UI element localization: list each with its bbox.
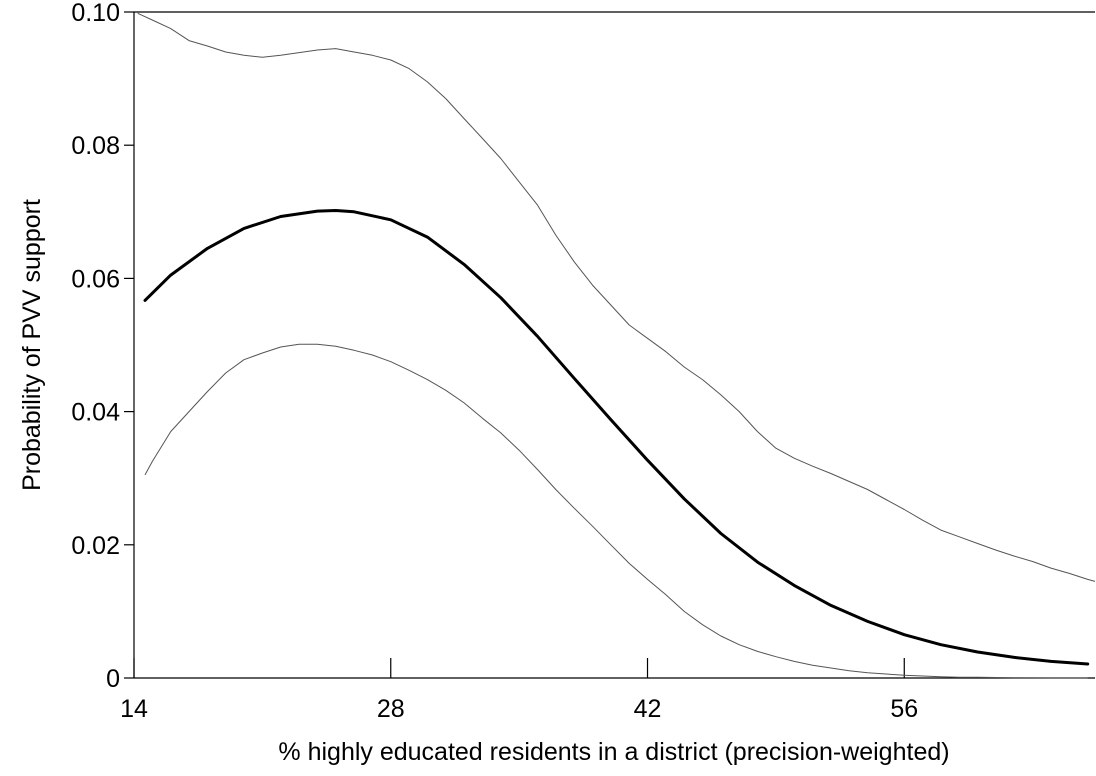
ci-upper-line [137,12,1096,582]
ci-lower-line [144,343,1088,679]
y-tick-label: 0.04 [71,399,120,427]
y-tick-label: 0.02 [71,532,120,560]
x-tick-label: 42 [634,695,662,723]
y-axis-ticks: 0 0.02 0.04 0.06 0.08 0.10 [71,0,134,693]
x-tick-label: 56 [890,695,918,723]
x-tick-label: 14 [120,695,148,723]
y-axis-title: Probability of PVV support [18,199,46,491]
y-tick-label: 0.06 [71,265,120,293]
y-tick-label: 0.08 [71,132,120,160]
y-tick-label: 0 [106,665,120,693]
x-axis-ticks: 14 28 42 56 [120,658,918,723]
x-tick-label: 28 [377,695,405,723]
estimate-line [143,209,1090,666]
y-tick-label: 0.10 [71,0,120,27]
x-axis-title: % highly educated residents in a distric… [278,738,949,766]
series-layer [137,12,1096,679]
